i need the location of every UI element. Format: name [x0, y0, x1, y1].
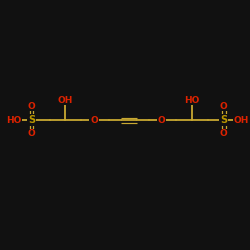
- Text: S: S: [220, 115, 227, 125]
- Text: O: O: [28, 102, 36, 111]
- Text: O: O: [28, 130, 36, 138]
- Text: O: O: [220, 130, 228, 138]
- Text: S: S: [28, 115, 35, 125]
- Text: HO: HO: [6, 116, 22, 124]
- Text: HO: HO: [184, 96, 200, 105]
- Text: O: O: [90, 116, 98, 124]
- Text: OH: OH: [234, 116, 249, 124]
- Text: OH: OH: [58, 96, 73, 105]
- Text: O: O: [158, 116, 165, 124]
- Text: O: O: [220, 102, 228, 111]
